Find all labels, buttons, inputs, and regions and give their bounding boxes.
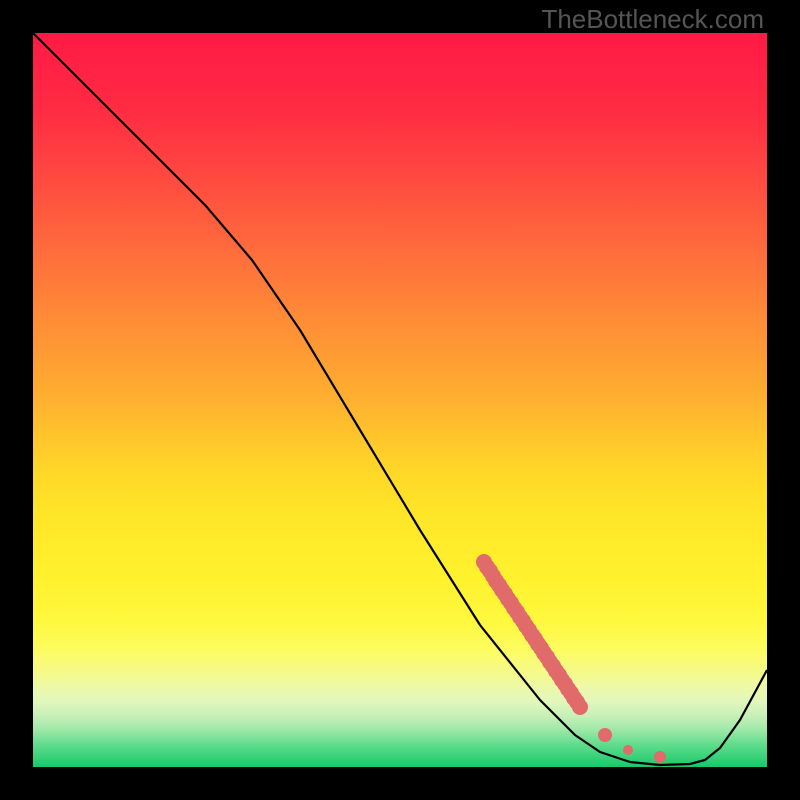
highlight-dot: [598, 728, 612, 742]
chart-canvas: TheBottleneck.com: [0, 0, 800, 800]
bottleneck-curve: [33, 33, 767, 765]
plot-area: [33, 33, 767, 767]
highlight-dot: [623, 745, 633, 755]
highlight-dot: [654, 751, 666, 763]
curve-layer: [0, 0, 800, 800]
watermark-text: TheBottleneck.com: [541, 4, 764, 35]
